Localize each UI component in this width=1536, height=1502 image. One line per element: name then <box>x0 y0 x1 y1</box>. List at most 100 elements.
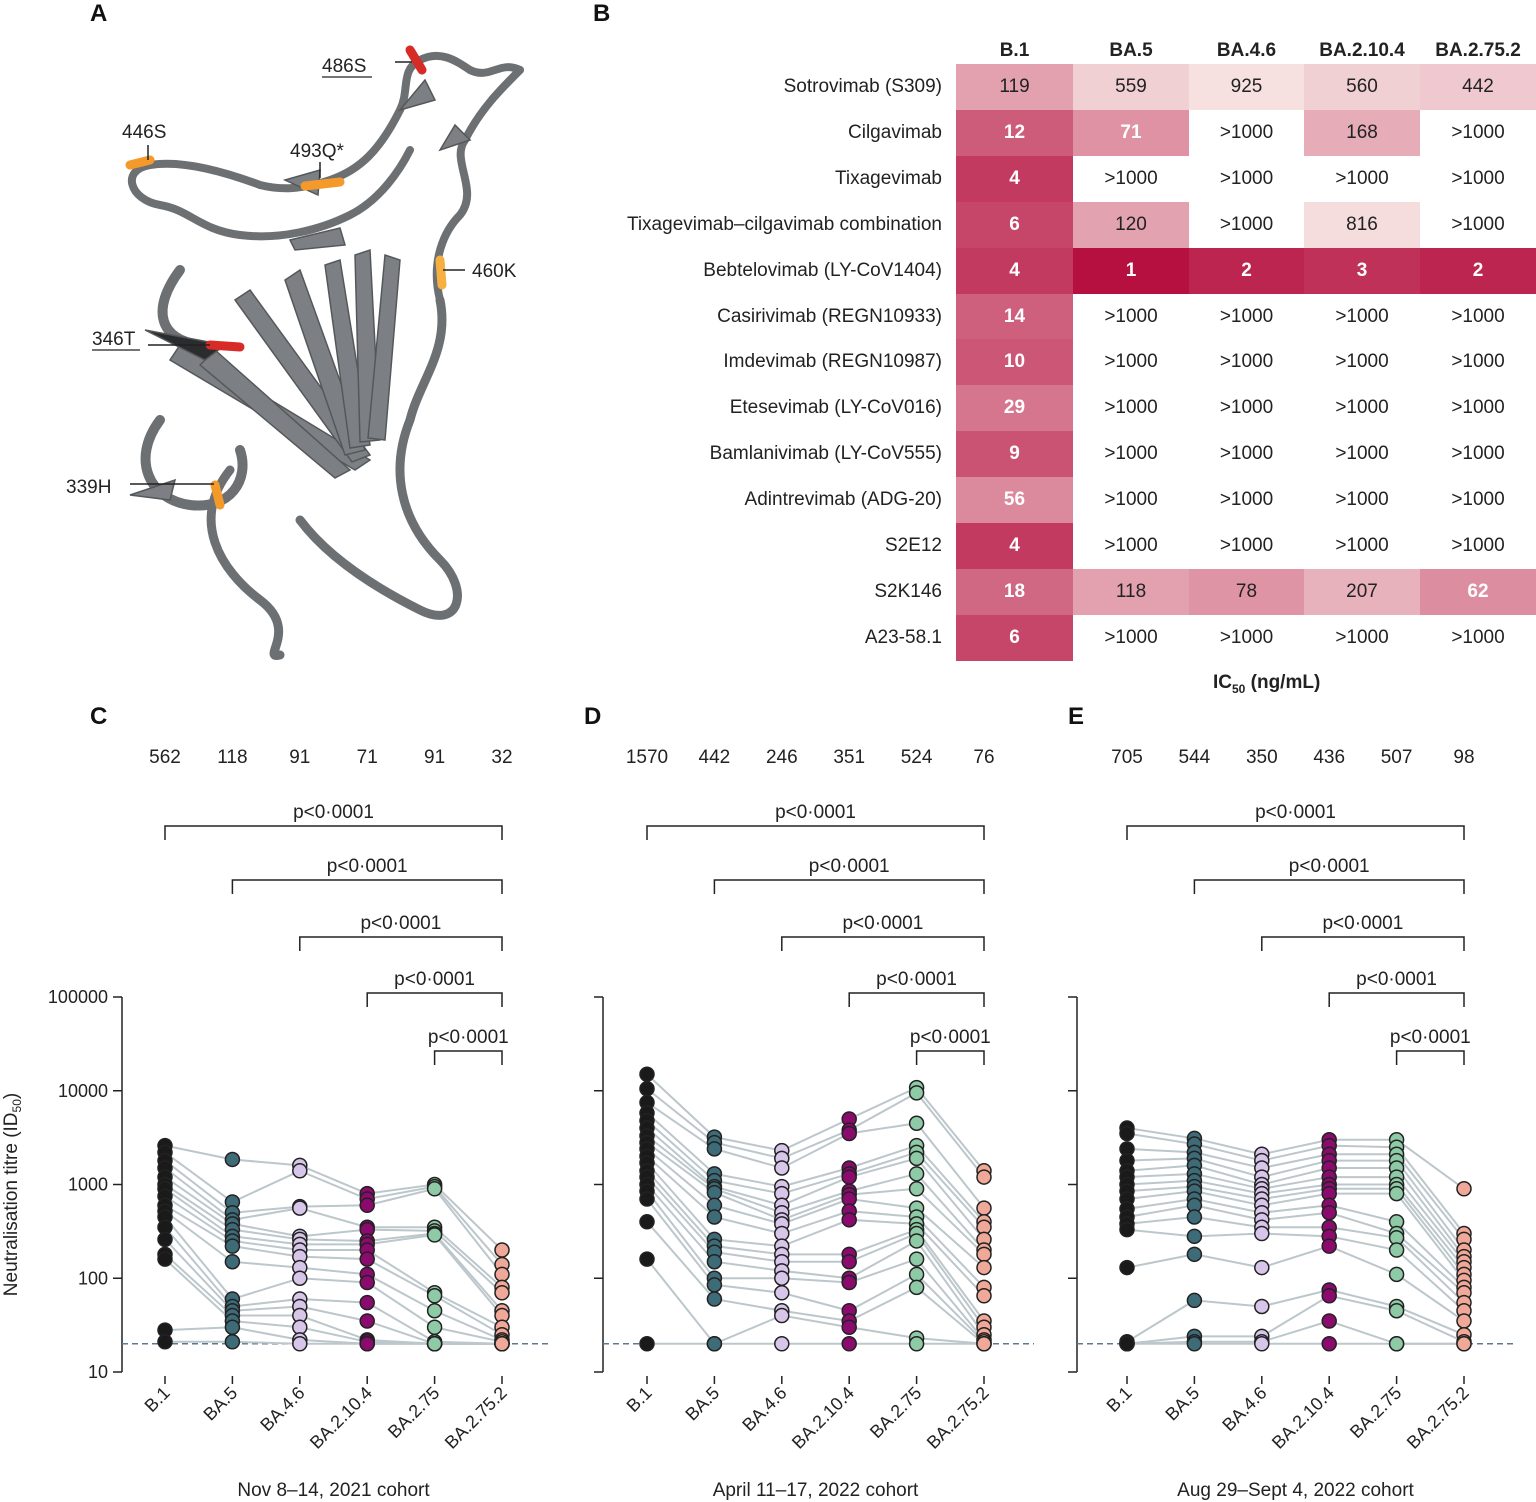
heatmap-row-label: Etesevimab (LY-CoV016) <box>542 385 942 431</box>
gmt-label: 562 <box>149 747 181 768</box>
sample-line <box>647 1074 984 1171</box>
sample-line <box>1127 1199 1464 1287</box>
heatmap-cell: 78 <box>1189 569 1304 615</box>
gmt-label: 544 <box>1179 747 1211 768</box>
heatmap-cell: >1000 <box>1073 523 1189 569</box>
heatmap-cell: >1000 <box>1073 615 1189 661</box>
data-point <box>1187 1337 1201 1351</box>
data-point <box>225 1152 239 1166</box>
comparison-label: p<0·0001 <box>1322 913 1403 934</box>
data-point <box>1390 1243 1404 1257</box>
heatmap-column-4: BA.2.75.2 <box>1420 40 1536 62</box>
comparison-bracket <box>165 826 502 840</box>
heatmap-row: Adintrevimab (ADG-20) 56 >1000 >1000 >1000 >1… <box>560 477 1536 523</box>
data-point <box>707 1210 721 1224</box>
heatmap-cell: >1000 <box>1189 156 1304 202</box>
data-point <box>1457 1182 1471 1196</box>
data-point <box>1390 1304 1404 1318</box>
data-point <box>1187 1210 1201 1224</box>
data-point <box>775 1286 789 1300</box>
data-point <box>842 1126 856 1140</box>
sample-line <box>1127 1217 1464 1303</box>
comparison-label: p<0·0001 <box>293 802 374 823</box>
data-point <box>707 1278 721 1292</box>
x-tick-label: B.1 <box>623 1383 656 1416</box>
heatmap-cell: 1 <box>1073 248 1189 294</box>
data-point <box>1255 1261 1269 1275</box>
data-point <box>977 1337 991 1351</box>
data-point <box>360 1198 374 1212</box>
heatmap-cell: >1000 <box>1189 339 1304 385</box>
data-point <box>842 1276 856 1290</box>
label-346t: 346T <box>92 329 136 350</box>
x-axis-label: April 11–17, 2022 cohort <box>713 1480 919 1501</box>
comparison-bracket <box>917 1051 984 1065</box>
sample-line <box>165 1146 502 1250</box>
heatmap-cell: >1000 <box>1304 431 1420 477</box>
data-point <box>910 1280 924 1294</box>
comparison-label: p<0·0001 <box>1356 969 1437 990</box>
data-point <box>707 1255 721 1269</box>
heatmap-cell: 6 <box>956 202 1073 248</box>
data-point <box>1120 1126 1134 1140</box>
comparison-bracket <box>1194 880 1464 894</box>
data-point <box>842 1337 856 1351</box>
x-tick-label: BA.2.75.2 <box>1403 1383 1473 1453</box>
heatmap-cell: >1000 <box>1073 294 1189 340</box>
comparison-bracket <box>1397 1051 1464 1065</box>
data-point <box>293 1337 307 1351</box>
sample-line <box>165 1196 502 1327</box>
heatmap-cell: >1000 <box>1304 523 1420 569</box>
protein-structure-illustration: 486S 446S 493Q* 460K 346T 339H <box>0 0 560 660</box>
ic50-heatmap: B.1 BA.5 BA.4.6 BA.2.10.4 BA.2.75.2 Sotrovima… <box>560 30 1536 710</box>
x-tick-label: BA.2.10.4 <box>306 1383 376 1453</box>
heatmap-row-label: Adintrevimab (ADG-20) <box>542 477 942 523</box>
gmt-label: 507 <box>1381 747 1413 768</box>
y-tick-label: 100 <box>78 1268 108 1288</box>
data-point <box>640 1215 654 1229</box>
gmt-label: 98 <box>1453 747 1474 768</box>
heatmap-cell: >1000 <box>1073 385 1189 431</box>
data-point <box>495 1243 509 1257</box>
data-point <box>707 1292 721 1306</box>
label-460k: 460K <box>472 261 517 282</box>
heatmap-column-3: BA.2.10.4 <box>1304 40 1420 62</box>
heatmap-row-label: Casirivimab (REGN10933) <box>542 294 942 340</box>
data-point <box>1120 1337 1134 1351</box>
comparison-bracket <box>435 1051 502 1065</box>
chart-c: 562 118 91 71 91 32p<0·0001p<0·0001p<0·0001p<… <box>0 700 560 1502</box>
x-tick-label: BA.4.6 <box>738 1383 790 1435</box>
heatmap-cell: 119 <box>956 64 1073 110</box>
data-point <box>428 1289 442 1303</box>
panel-letter-b: B <box>593 0 610 28</box>
data-point <box>360 1252 374 1266</box>
heatmap-cell: >1000 <box>1073 156 1189 202</box>
x-axis-label: Aug 29–Sept 4, 2022 cohort <box>1177 1480 1414 1501</box>
data-point <box>1255 1227 1269 1241</box>
heatmap-row-label: S2K146 <box>542 569 942 615</box>
heatmap-cell: 56 <box>956 477 1073 523</box>
sample-line <box>165 1152 502 1264</box>
heatmap-xlabel: IC50 (ng/mL) <box>1213 672 1320 696</box>
data-point <box>910 1151 924 1165</box>
heatmap-cell: 4 <box>956 156 1073 202</box>
heatmap-cell: >1000 <box>1073 477 1189 523</box>
x-tick-label: BA.5 <box>199 1383 241 1425</box>
heatmap-cell: 10 <box>956 339 1073 385</box>
heatmap-row: Imdevimab (REGN10987) 10 >1000 >1000 >1000 >1… <box>560 339 1536 385</box>
heatmap-cell: 559 <box>1073 64 1189 110</box>
x-tick-label: BA.5 <box>681 1383 723 1425</box>
comparison-label: p<0·0001 <box>876 969 957 990</box>
heatmap-cell: >1000 <box>1073 431 1189 477</box>
heatmap-row-label: S2E12 <box>542 523 942 569</box>
data-point <box>640 1252 654 1266</box>
comparison-label: p<0·0001 <box>809 856 890 877</box>
data-point <box>775 1161 789 1175</box>
data-point <box>910 1182 924 1196</box>
y-tick-label: 1000 <box>68 1175 108 1195</box>
heatmap-row: S2K146 18 118 78 207 62 <box>560 569 1536 615</box>
comparison-bracket <box>232 880 502 894</box>
gmt-label: 32 <box>491 747 512 768</box>
heatmap-cell: 168 <box>1304 110 1420 156</box>
heatmap-cell: >1000 <box>1189 110 1304 156</box>
